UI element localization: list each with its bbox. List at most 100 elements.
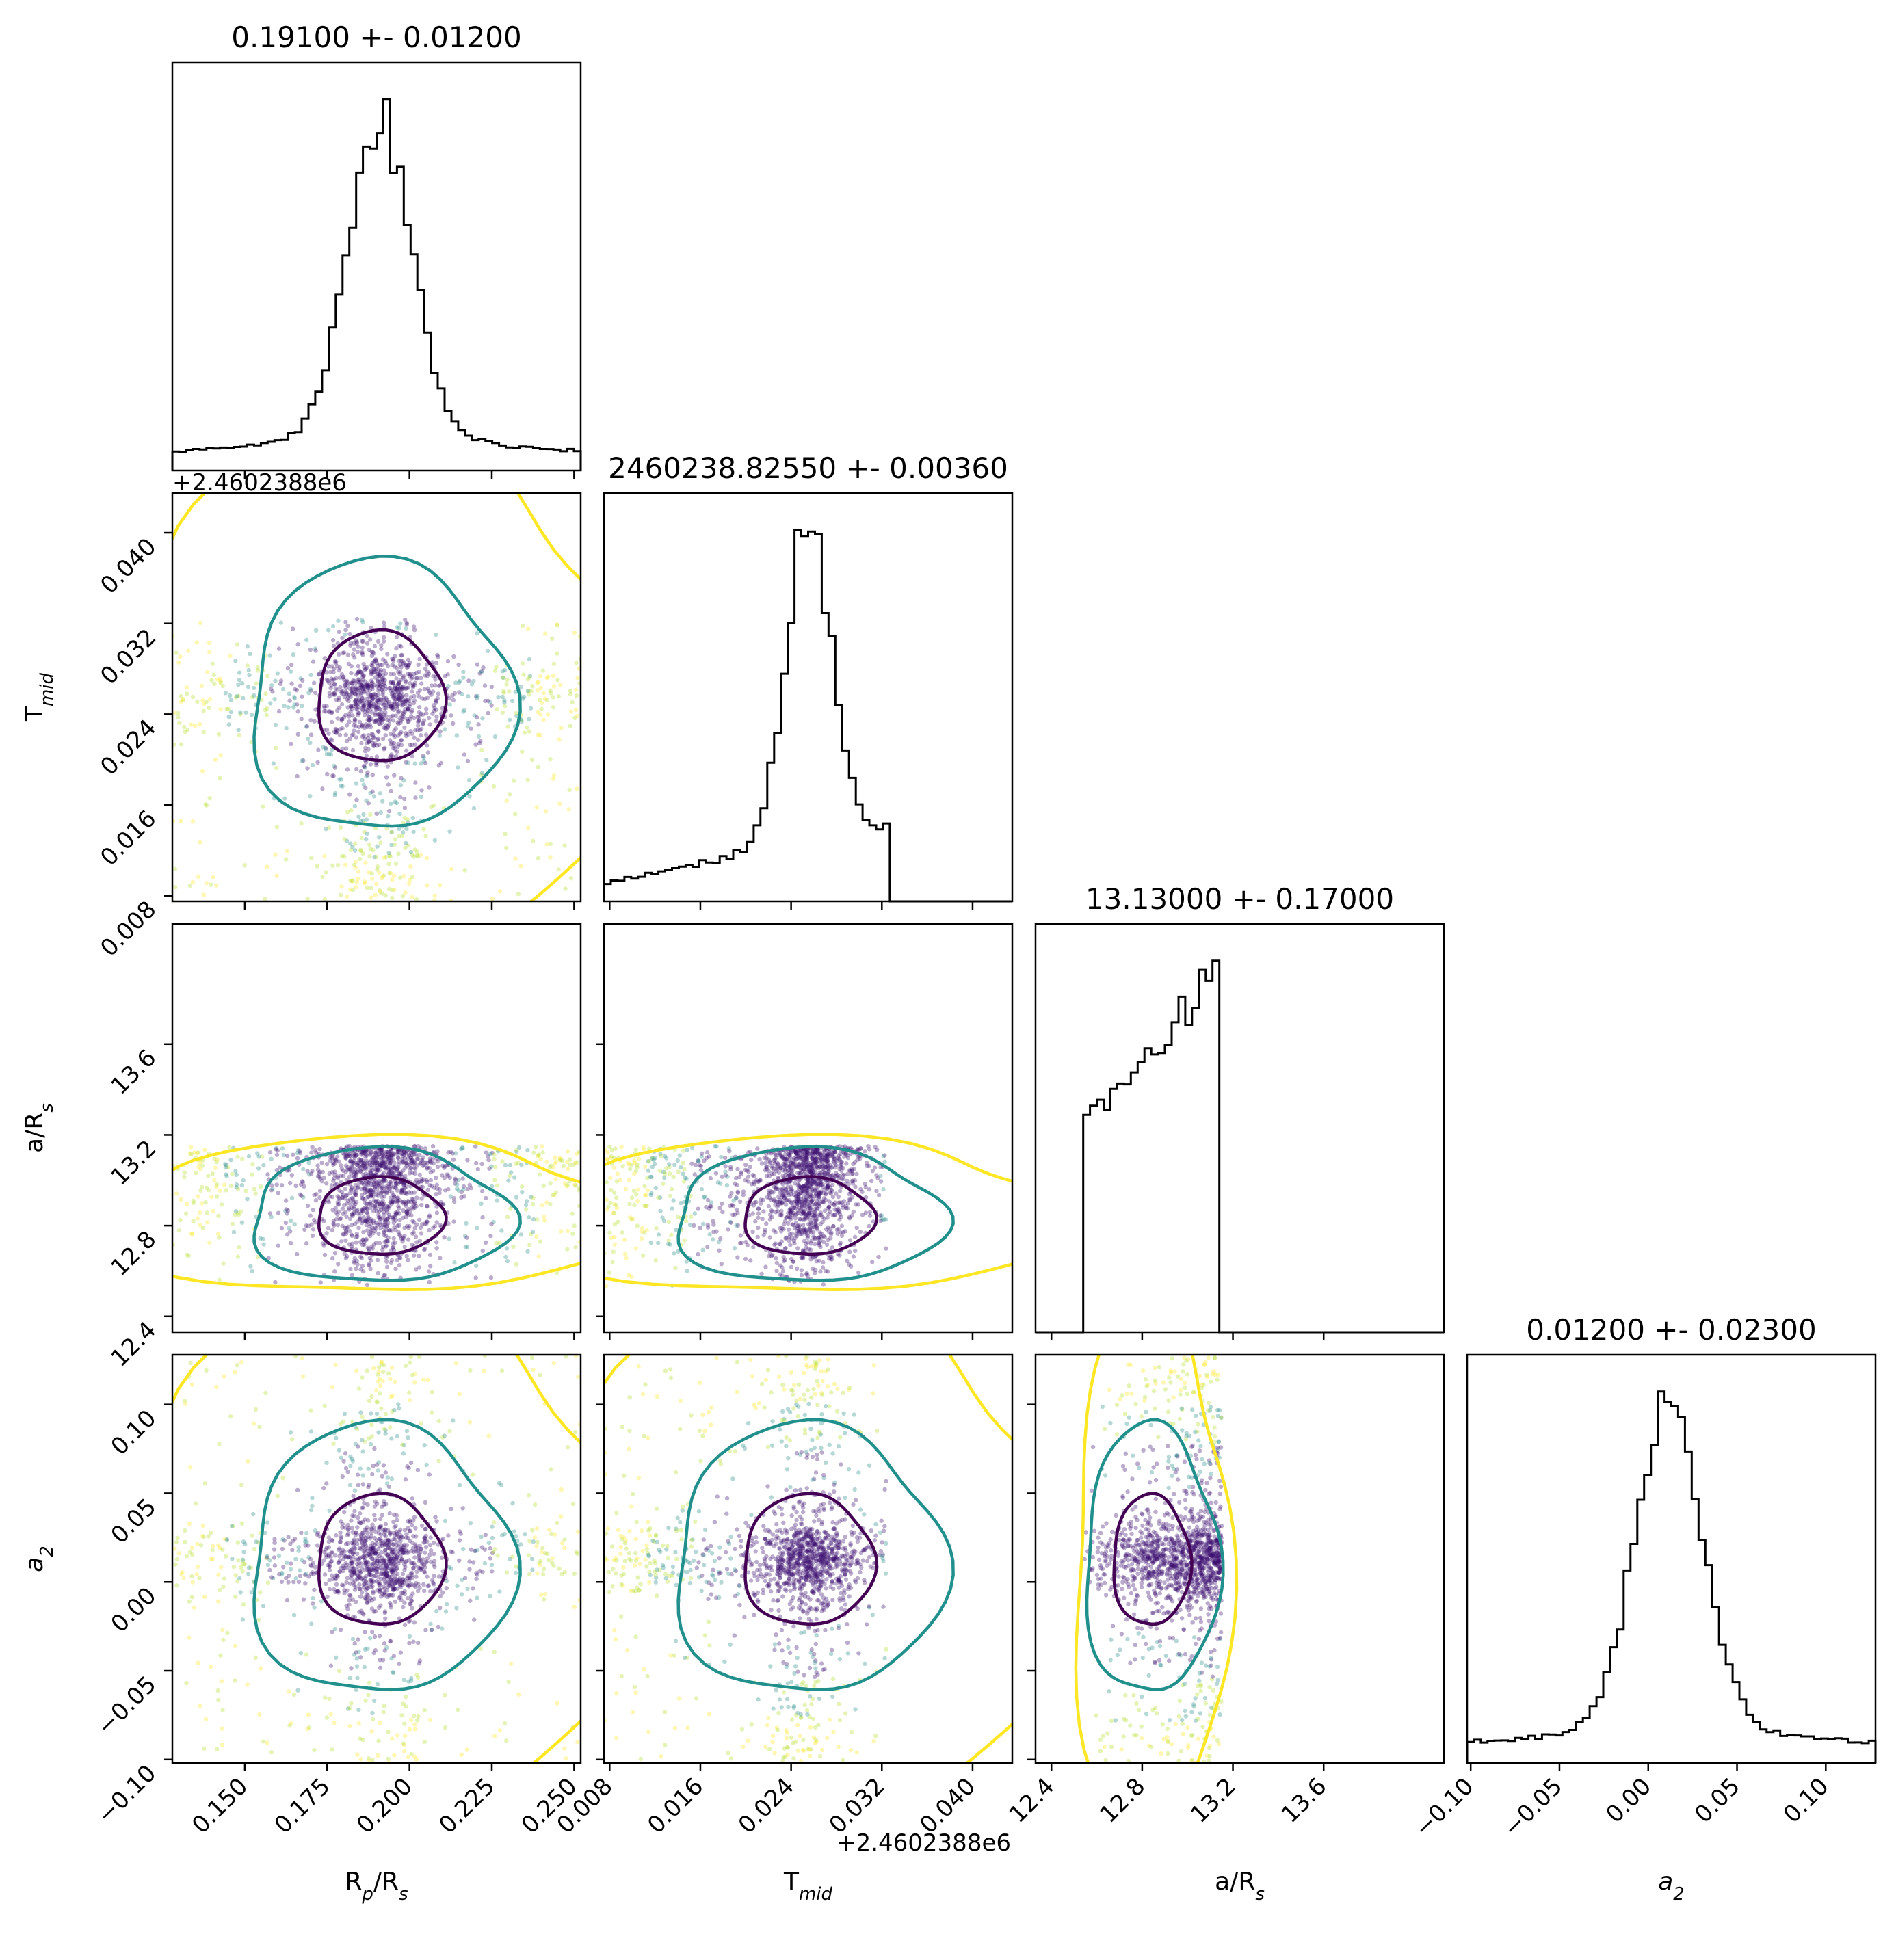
scatter-point xyxy=(294,688,299,693)
scatter-point xyxy=(389,1158,393,1164)
scatter-point xyxy=(404,760,408,765)
scatter-point xyxy=(816,1148,821,1154)
scatter-point xyxy=(359,683,364,688)
scatter-point xyxy=(788,1215,793,1220)
scatter-point xyxy=(437,733,442,738)
scatter-point xyxy=(421,1155,425,1160)
scatter-point xyxy=(780,1226,785,1231)
scatter-point xyxy=(858,1145,863,1151)
scatter-point xyxy=(249,713,254,717)
scatter-point xyxy=(361,1239,367,1245)
scatter-point xyxy=(333,686,338,691)
scatter-point xyxy=(368,847,373,851)
scatter-point xyxy=(352,1152,357,1158)
scatter-point xyxy=(395,704,399,709)
scatter-point xyxy=(780,1273,785,1278)
scatter-point xyxy=(360,682,365,687)
scatter-point xyxy=(368,1205,373,1210)
scatter-point xyxy=(302,1184,306,1189)
scatter-point xyxy=(205,1220,210,1225)
scatter-point xyxy=(335,716,340,721)
scatter-point xyxy=(224,706,229,712)
scatter-point xyxy=(347,1154,352,1158)
scatter-point xyxy=(306,690,311,696)
scatter-point xyxy=(785,1168,791,1174)
scatter-point xyxy=(452,1260,457,1265)
scatter-point xyxy=(381,717,386,722)
scatter-point xyxy=(339,853,345,859)
scatter-point xyxy=(173,1562,178,1567)
scatter-point xyxy=(195,1541,200,1546)
scatter-point xyxy=(344,678,350,683)
scatter-point xyxy=(461,675,466,680)
scatter-point xyxy=(396,1165,401,1170)
scatter-point xyxy=(365,1219,370,1225)
scatter-point xyxy=(334,659,339,664)
scatter-point xyxy=(304,1223,308,1228)
scatter-point xyxy=(375,867,380,872)
scatter-point xyxy=(396,681,401,686)
scatter-point xyxy=(804,1230,808,1235)
scatter-point xyxy=(375,1168,380,1173)
scatter-point xyxy=(255,668,261,673)
scatter-point xyxy=(289,1173,295,1178)
scatter-point xyxy=(525,1249,530,1254)
scatter-point xyxy=(265,1172,270,1177)
scatter-point xyxy=(389,704,393,710)
scatter-point xyxy=(327,694,332,699)
scatter-point xyxy=(776,1163,780,1167)
scatter-point xyxy=(349,808,354,813)
scatter-point xyxy=(419,733,423,738)
scatter-point xyxy=(253,1655,258,1660)
scatter-point xyxy=(287,1226,291,1230)
scatter-point xyxy=(821,1196,827,1201)
scatter-point xyxy=(565,1247,570,1252)
scatter-point xyxy=(735,1167,740,1171)
scatter-point xyxy=(360,1243,365,1247)
scatter-point xyxy=(660,1215,665,1220)
scatter-point xyxy=(815,1202,820,1207)
scatter-point xyxy=(754,1200,759,1205)
scatter-point xyxy=(404,622,409,627)
scatter-point xyxy=(804,1162,809,1167)
scatter-point xyxy=(817,1170,822,1175)
scatter-point xyxy=(406,698,412,703)
scatter-point xyxy=(529,1194,534,1200)
scatter-point xyxy=(367,1262,371,1267)
scatter-point xyxy=(538,685,543,690)
scatter-point xyxy=(358,1211,363,1216)
scatter-point xyxy=(489,703,494,708)
scatter-point xyxy=(352,1256,357,1261)
scatter-point xyxy=(668,1242,673,1247)
scatter-point xyxy=(781,1161,786,1166)
scatter-point xyxy=(374,1187,380,1191)
scatter-point xyxy=(347,1228,352,1234)
scatter-point xyxy=(369,693,373,698)
scatter-point xyxy=(197,1576,202,1580)
scatter-point xyxy=(567,787,572,793)
scatter-point xyxy=(330,624,336,629)
scatter-point xyxy=(308,741,313,745)
scatter-point xyxy=(346,1206,351,1210)
scatter-point xyxy=(460,1145,465,1150)
scatter-point xyxy=(497,1241,502,1245)
scatter-point xyxy=(406,1206,411,1212)
scatter-point xyxy=(752,1180,756,1184)
scatter-point xyxy=(369,1193,374,1197)
scatter-point xyxy=(390,704,395,709)
scatter-point xyxy=(365,717,370,722)
scatter-point xyxy=(380,687,384,692)
scatter-point xyxy=(656,1241,661,1245)
scatter-point xyxy=(371,1183,376,1188)
scatter-point xyxy=(354,672,359,677)
scatter-point xyxy=(352,691,358,696)
scatter-point xyxy=(400,693,406,698)
scatter-point xyxy=(544,1159,549,1165)
scatter-point xyxy=(381,1205,386,1210)
scatter-point xyxy=(182,724,187,730)
scatter-point xyxy=(804,1167,809,1172)
scatter-point xyxy=(336,618,341,623)
scatter-point xyxy=(274,1152,280,1157)
scatter-point xyxy=(352,719,357,724)
scatter-point xyxy=(393,1181,398,1187)
